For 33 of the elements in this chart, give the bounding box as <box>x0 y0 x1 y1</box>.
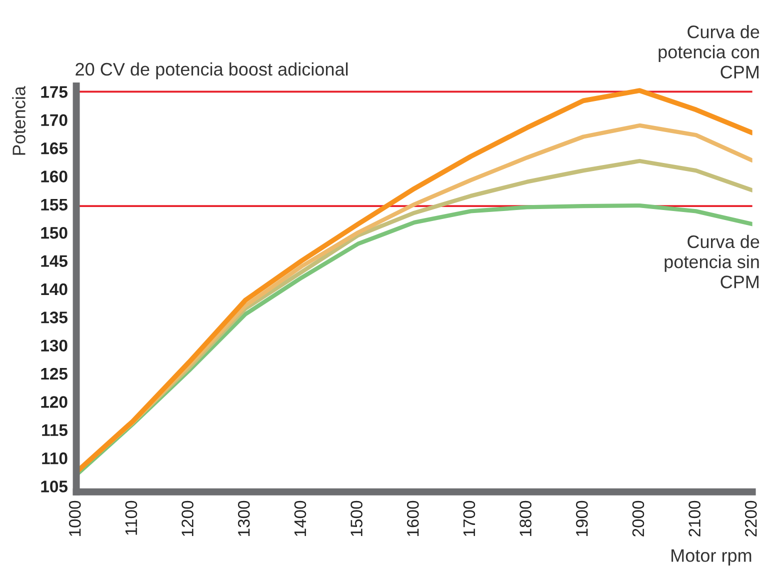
x-tick-label: 1100 <box>125 500 138 535</box>
x-tick-label: 1700 <box>463 500 476 536</box>
x-tick-label: 2000 <box>632 500 644 536</box>
y-tick-label: 140 <box>41 283 68 296</box>
y-tick-label: 130 <box>41 340 68 352</box>
x-tick-label: 1000 <box>68 500 81 536</box>
y-tick-label: 155 <box>41 198 68 211</box>
y-tick-label: 145 <box>41 255 68 267</box>
text: 20 CV de potencia boost adicional <box>76 62 348 80</box>
y-tick-label: 120 <box>41 396 68 408</box>
y-axis-title: Potencia <box>12 86 26 155</box>
y-tick-label: 110 <box>42 452 68 464</box>
y-tick-label: 150 <box>41 226 68 239</box>
x-tick-label: 1800 <box>520 500 532 536</box>
y-tick-label: 170 <box>41 114 68 126</box>
y-tick-label: 160 <box>41 170 68 182</box>
x-axis-title: Motor rpm <box>672 549 752 566</box>
x-tick-label: 2200 <box>744 500 757 536</box>
y-tick-label: 105 <box>41 480 68 492</box>
y-tick-label: 125 <box>41 368 68 380</box>
annotation: Curva de potencia sin CPM <box>664 234 760 288</box>
x-tick-label: 1200 <box>182 500 194 536</box>
y-tick-label: 115 <box>42 424 68 436</box>
x-tick-label: 1400 <box>294 500 306 536</box>
y-tick-label: 175 <box>41 86 68 98</box>
y-tick-label: 135 <box>41 312 68 324</box>
x-tick-label: 2100 <box>688 500 700 536</box>
y-tick-label: 165 <box>41 142 68 154</box>
text: Curva de potencia con CPM <box>658 25 760 78</box>
x-tick-label: 1300 <box>238 500 250 536</box>
x-tick-label: 1500 <box>350 500 362 536</box>
x-tick-label: 1900 <box>576 500 588 536</box>
x-tick-label: 1600 <box>406 500 419 536</box>
